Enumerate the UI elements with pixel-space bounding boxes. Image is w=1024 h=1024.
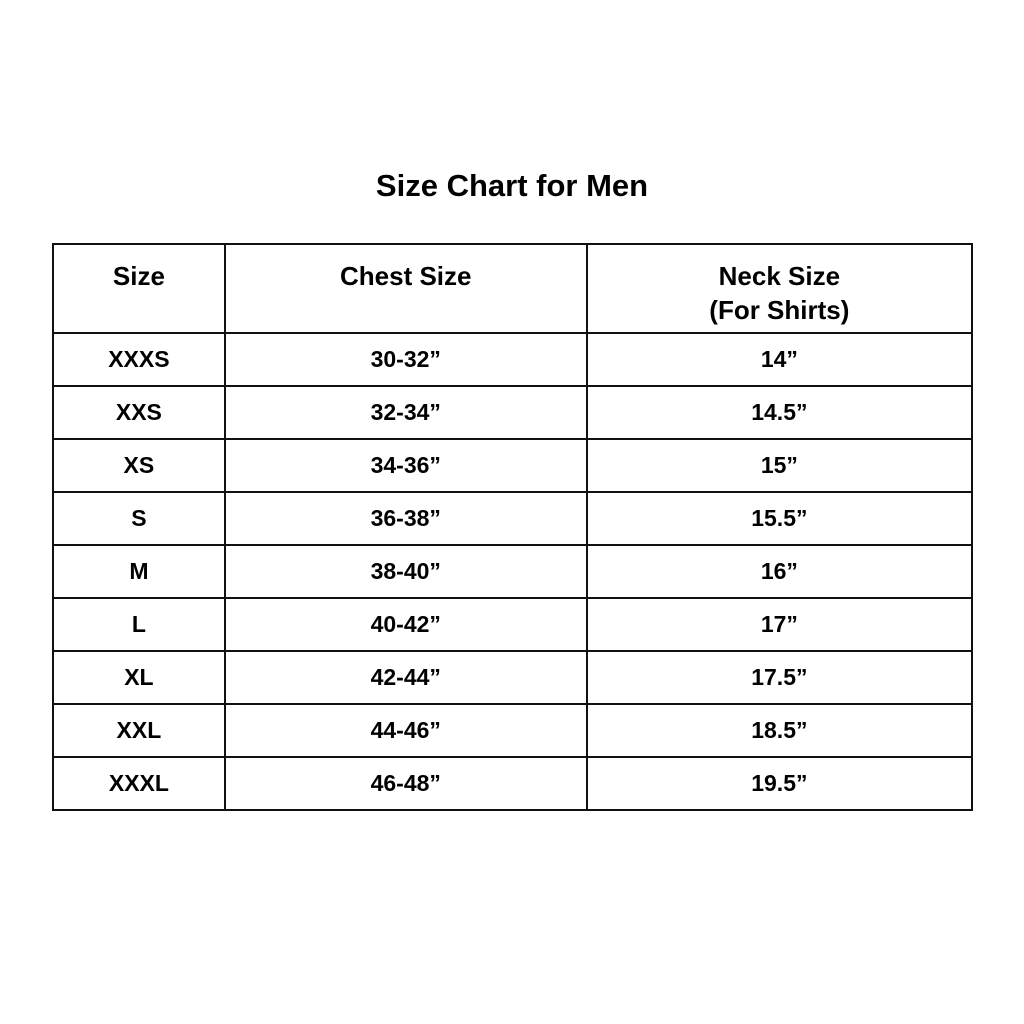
table-row: XXL 44-46” 18.5” xyxy=(52,703,974,758)
table-row: XXXL 46-48” 19.5” xyxy=(52,756,974,811)
cell-chest: 44-46” xyxy=(223,703,588,758)
header-neck-sublabel: (For Shirts) xyxy=(709,295,850,325)
header-size: Size xyxy=(52,243,226,334)
cell-chest: 32-34” xyxy=(223,385,588,440)
cell-chest: 42-44” xyxy=(223,650,588,705)
header-row: Size Chest Size Neck Size (For Shirts) xyxy=(52,243,974,334)
table-row: XXS 32-34” 14.5” xyxy=(52,385,974,440)
cell-size: XXXL xyxy=(52,756,226,811)
cell-size: XS xyxy=(52,438,226,493)
cell-size: M xyxy=(52,544,226,599)
cell-neck: 14” xyxy=(585,332,974,387)
cell-size: XXL xyxy=(52,703,226,758)
table-row: M 38-40” 16” xyxy=(52,544,974,599)
header-chest-label: Chest Size xyxy=(340,261,472,291)
cell-chest: 36-38” xyxy=(223,491,588,546)
header-chest: Chest Size xyxy=(223,243,588,334)
header-neck: Neck Size (For Shirts) xyxy=(585,243,974,334)
cell-size: XXXS xyxy=(52,332,226,387)
table-row: XL 42-44” 17.5” xyxy=(52,650,974,705)
table-row: XXXS 30-32” 14” xyxy=(52,332,974,387)
cell-chest: 46-48” xyxy=(223,756,588,811)
cell-neck: 18.5” xyxy=(585,703,974,758)
cell-neck: 19.5” xyxy=(585,756,974,811)
cell-neck: 17” xyxy=(585,597,974,652)
cell-neck: 15.5” xyxy=(585,491,974,546)
header-neck-label: Neck Size xyxy=(718,261,841,291)
cell-size: XL xyxy=(52,650,226,705)
cell-neck: 15” xyxy=(585,438,974,493)
table-row: S 36-38” 15.5” xyxy=(52,491,974,546)
cell-neck: 14.5” xyxy=(585,385,974,440)
table-row: L 40-42” 17” xyxy=(52,597,974,652)
cell-size: XXS xyxy=(52,385,226,440)
table-row: XS 34-36” 15” xyxy=(52,438,974,493)
header-size-label: Size xyxy=(112,261,165,291)
cell-chest: 38-40” xyxy=(223,544,588,599)
cell-chest: 40-42” xyxy=(223,597,588,652)
cell-size: L xyxy=(52,597,226,652)
cell-chest: 34-36” xyxy=(223,438,588,493)
cell-neck: 17.5” xyxy=(585,650,974,705)
page-title: Size Chart for Men xyxy=(375,168,649,203)
cell-size: S xyxy=(52,491,226,546)
size-chart-table: Size Chest Size Neck Size (For Shirts) XX… xyxy=(52,243,974,811)
cell-chest: 30-32” xyxy=(223,332,588,387)
cell-neck: 16” xyxy=(585,544,974,599)
